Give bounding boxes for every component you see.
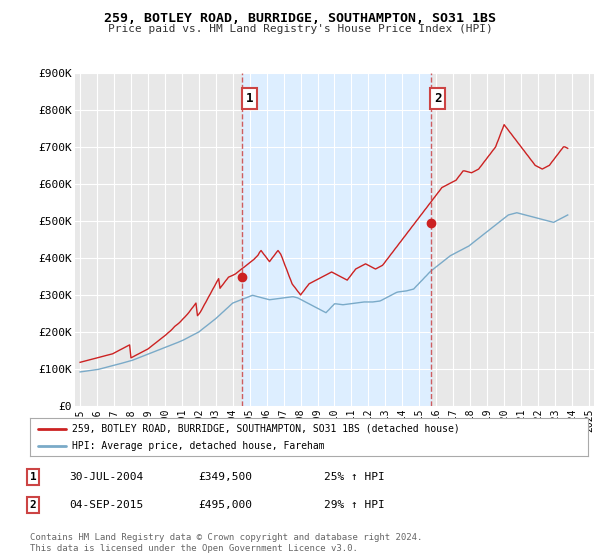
Text: 29% ↑ HPI: 29% ↑ HPI (324, 500, 385, 510)
Text: 1: 1 (246, 92, 253, 105)
Text: Price paid vs. HM Land Registry's House Price Index (HPI): Price paid vs. HM Land Registry's House … (107, 24, 493, 34)
Text: 30-JUL-2004: 30-JUL-2004 (69, 472, 143, 482)
Text: Contains HM Land Registry data © Crown copyright and database right 2024.
This d: Contains HM Land Registry data © Crown c… (30, 533, 422, 553)
Text: 2: 2 (434, 92, 442, 105)
Text: 04-SEP-2015: 04-SEP-2015 (69, 500, 143, 510)
Text: 259, BOTLEY ROAD, BURRIDGE, SOUTHAMPTON, SO31 1BS: 259, BOTLEY ROAD, BURRIDGE, SOUTHAMPTON,… (104, 12, 496, 25)
Text: £349,500: £349,500 (198, 472, 252, 482)
Text: 25% ↑ HPI: 25% ↑ HPI (324, 472, 385, 482)
Bar (242, 73, 431, 406)
Text: HPI: Average price, detached house, Fareham: HPI: Average price, detached house, Fare… (72, 441, 325, 451)
Text: £495,000: £495,000 (198, 500, 252, 510)
Text: 2: 2 (29, 500, 37, 510)
Text: 1: 1 (29, 472, 37, 482)
Text: 259, BOTLEY ROAD, BURRIDGE, SOUTHAMPTON, SO31 1BS (detached house): 259, BOTLEY ROAD, BURRIDGE, SOUTHAMPTON,… (72, 424, 460, 434)
